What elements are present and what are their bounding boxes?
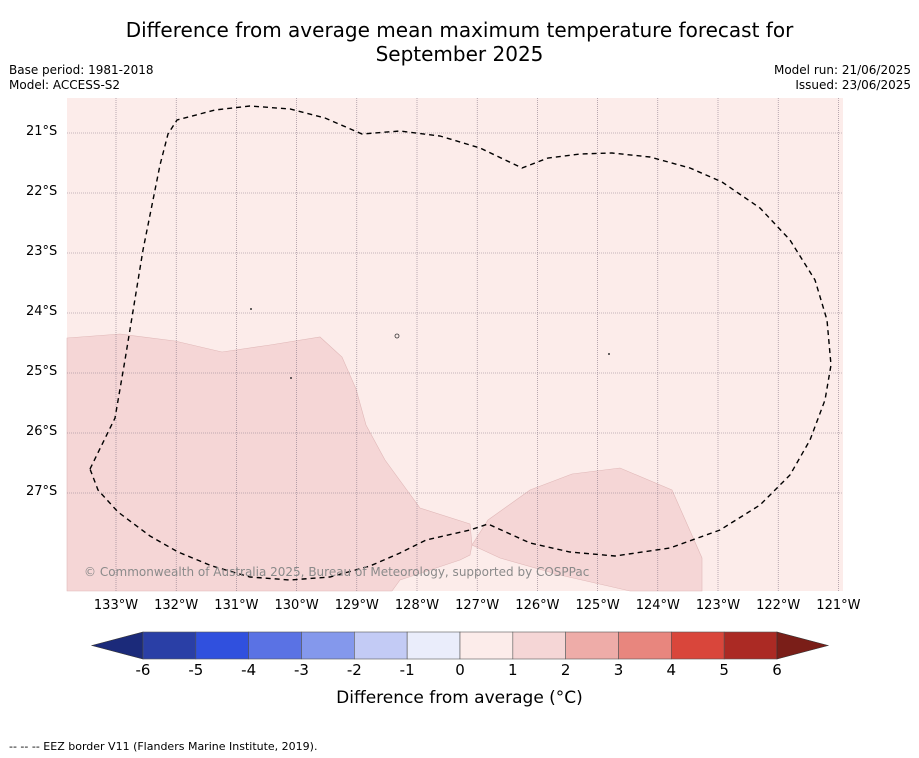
colorbar-over-arrow: [776, 631, 830, 660]
colorbar-under-arrow: [90, 631, 144, 660]
longitude-label: 129°W: [334, 598, 379, 613]
colorbar-tick-label: -5: [188, 661, 204, 679]
copyright-text: © Commonwealth of Australia 2025, Bureau…: [84, 565, 590, 579]
longitude-label: 122°W: [756, 598, 801, 613]
colorbar-tick-label: -3: [294, 661, 309, 679]
model-run: Model run: 21/06/2025: [773, 63, 911, 77]
latitude-label: 21°S: [26, 124, 58, 139]
colorbar-tick-label: -2: [346, 661, 362, 679]
meta-right: Model run: 21/06/2025 Issued: 23/06/2025: [774, 63, 911, 93]
colorbar-segment: [459, 631, 514, 660]
longitude-label: 127°W: [455, 598, 500, 613]
colorbar-segment: [142, 631, 197, 660]
colorbar-tick-label: 2: [560, 661, 571, 679]
island-mark: [250, 308, 252, 310]
latitude-label: 26°S: [26, 424, 58, 439]
longitude-label: 123°W: [695, 598, 741, 613]
colorbar-tick-label: 3: [613, 661, 624, 679]
colorbar-segment: [195, 631, 249, 660]
map-title-line1: Difference from average mean maximum tem…: [125, 18, 794, 42]
colorbar-label: Difference from average (°C): [336, 688, 583, 708]
longitude-label: 132°W: [154, 598, 199, 613]
latitude-label: 24°S: [26, 304, 58, 319]
colorbar-tick-label: 6: [772, 661, 782, 679]
island-mark: [290, 377, 292, 379]
meta-left: Base period: 1981-2018 Model: ACCESS-S2: [9, 63, 154, 93]
colorbar-segment: [565, 631, 619, 660]
colorbar-tick-label: 5: [719, 661, 729, 679]
colorbar-segment: [354, 631, 408, 660]
colorbar-segment: [671, 631, 725, 660]
longitude-label: 126°W: [515, 598, 560, 613]
colorbar-tick-label: 1: [508, 661, 518, 679]
map-title: Difference from average mean maximum tem…: [0, 18, 919, 66]
colorbar-segment: [301, 631, 355, 660]
longitude-label: 121°W: [816, 598, 861, 613]
island-mark: [394, 333, 400, 339]
colorbar-tick-label: -4: [241, 661, 257, 679]
anomaly-region-south: [471, 467, 703, 592]
latitude-label: 27°S: [26, 484, 58, 499]
colorbar-tick-label: 4: [666, 661, 677, 679]
colorbar-segment: [406, 631, 461, 660]
anomaly-region-west: [66, 333, 473, 592]
latitude-label: 23°S: [26, 244, 58, 259]
issued-date: Issued: 23/06/2025: [795, 78, 911, 92]
longitude-label: 130°W: [274, 598, 319, 613]
colorbar-segment: [723, 631, 778, 660]
longitude-label: 131°W: [214, 598, 259, 613]
longitude-label: 125°W: [575, 598, 620, 613]
colorbar-tick-label: -1: [399, 661, 415, 679]
latitude-label: 25°S: [26, 364, 58, 379]
colorbar-segment: [248, 631, 302, 660]
eez-border: [89, 105, 832, 581]
longitude-label: 124°W: [635, 598, 680, 613]
latitude-label: 22°S: [26, 184, 58, 199]
colorbar-tick-label: -6: [135, 661, 151, 679]
colorbar-tick-label: 0: [455, 661, 465, 679]
model-name: Model: ACCESS-S2: [9, 78, 121, 92]
footer-note: -- -- -- EEZ border V11 (Flanders Marine…: [9, 740, 318, 753]
map-title-line2: September 2025: [375, 42, 544, 66]
colorbar-segment: [618, 631, 672, 660]
longitude-label: 128°W: [394, 598, 440, 613]
base-period: Base period: 1981-2018: [9, 63, 154, 77]
longitude-label: 133°W: [93, 598, 139, 613]
colorbar: [90, 631, 830, 660]
colorbar-segment: [512, 631, 566, 660]
graticule: [67, 98, 843, 591]
island-mark: [608, 353, 610, 355]
